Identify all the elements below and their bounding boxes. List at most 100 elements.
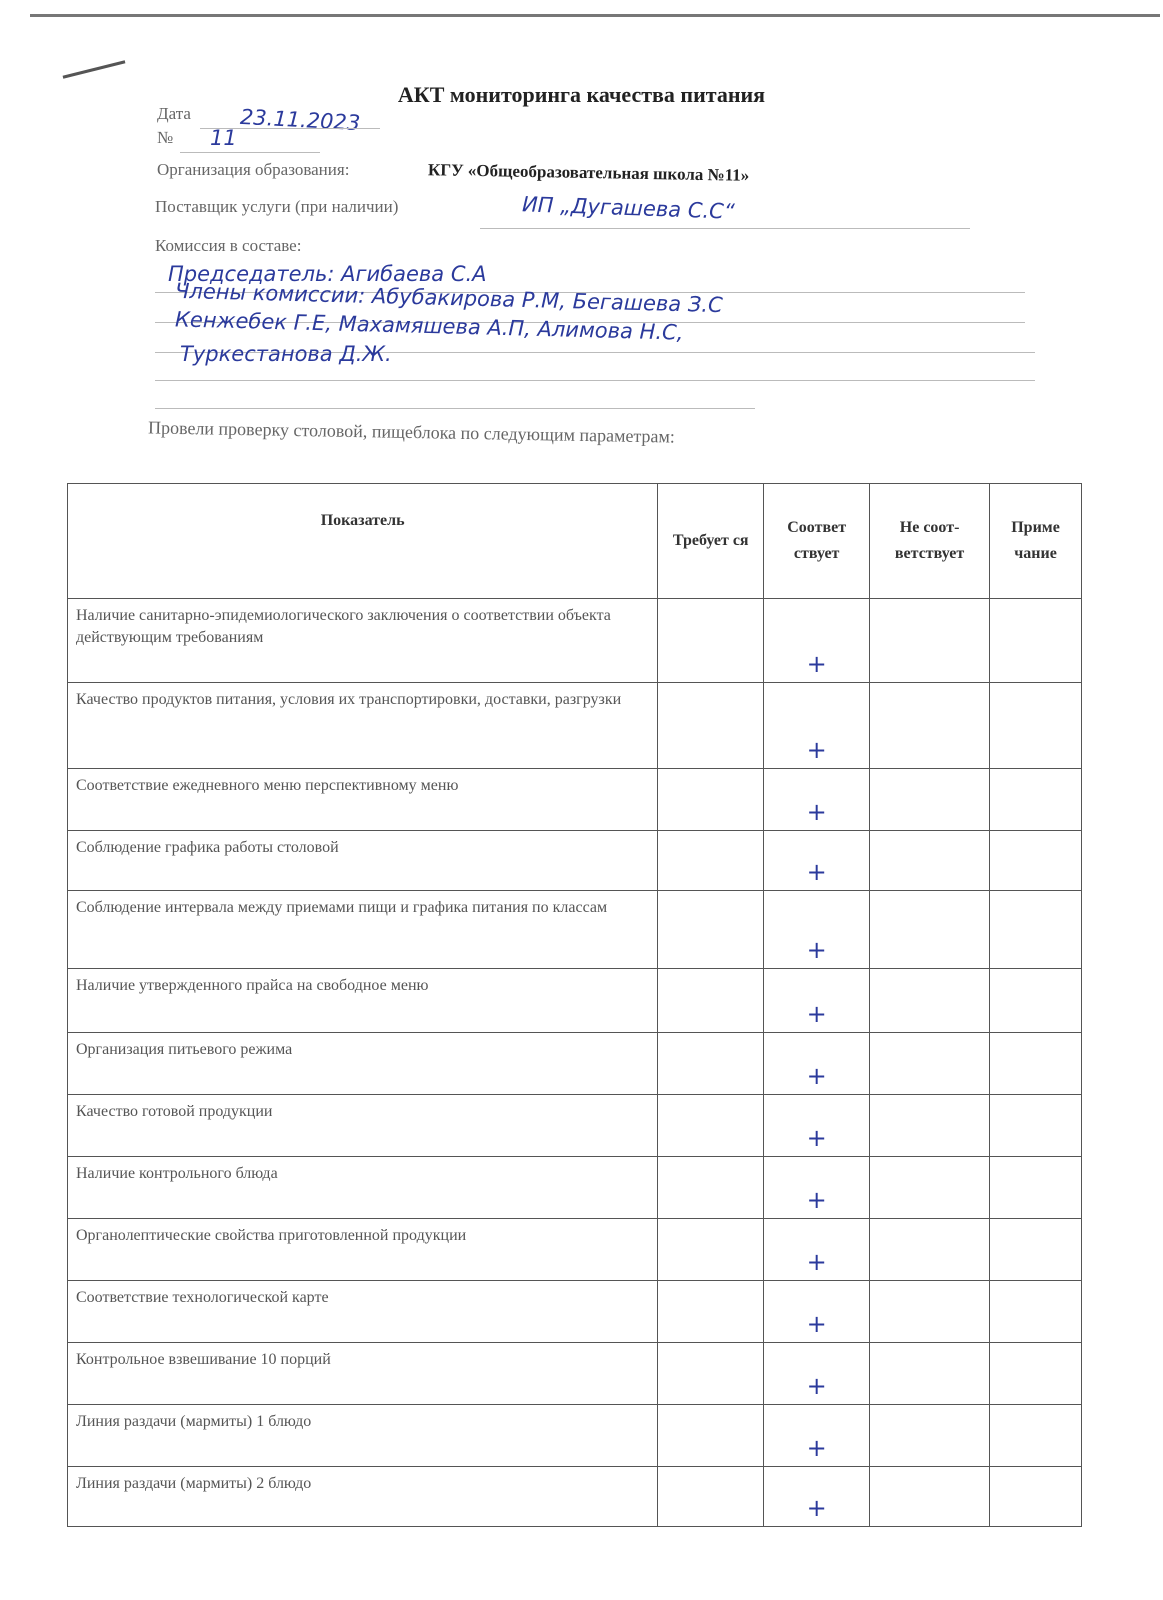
required-cell	[657, 830, 765, 891]
indicator-cell: Наличие санитарно-эпидемиологического за…	[66, 598, 659, 683]
table-row: Линия раздачи (мармиты) 1 блюдо +	[66, 1404, 1082, 1467]
not-complies-cell	[869, 1404, 991, 1467]
note-cell	[989, 682, 1082, 769]
table-row: Соблюдение интервала между приемами пищи…	[66, 890, 1082, 969]
note-cell	[989, 598, 1082, 683]
not-complies-cell	[869, 1280, 991, 1343]
supplier-value: ИП „Дугашева С.С“	[521, 192, 736, 224]
required-cell	[657, 1218, 765, 1281]
complies-cell: +	[763, 1280, 871, 1343]
complies-cell: +	[763, 890, 871, 969]
table-row: Соответствие ежедневного меню перспектив…	[66, 768, 1082, 831]
note-cell	[989, 1218, 1082, 1281]
note-cell	[989, 1466, 1082, 1527]
required-cell	[657, 1094, 765, 1157]
indicator-cell: Организация питьевого режима	[66, 1032, 659, 1095]
header-not-complies: Не соот- ветствует	[869, 483, 991, 599]
number-label: №	[157, 128, 174, 147]
header-complies: Соответ ствует	[763, 483, 871, 599]
not-complies-cell	[869, 1466, 991, 1527]
table-row: Соблюдение графика работы столовой +	[66, 830, 1082, 891]
table-row: Качество продуктов питания, условия их т…	[66, 682, 1082, 769]
not-complies-cell	[869, 682, 991, 769]
note-cell	[989, 1280, 1082, 1343]
note-cell	[989, 1156, 1082, 1219]
indicator-cell: Наличие утвержденного прайса на свободно…	[66, 968, 659, 1033]
complies-cell: +	[763, 1404, 871, 1467]
document-title: АКТ мониторинга качества питания	[397, 82, 766, 107]
date-label: Дата	[157, 104, 191, 123]
not-complies-cell	[869, 1156, 991, 1219]
note-cell	[989, 1032, 1082, 1095]
note-cell	[989, 768, 1082, 831]
complies-cell: +	[763, 598, 871, 683]
not-complies-cell	[869, 890, 991, 969]
supplier-label: Поставщик услуги (при наличии)	[155, 197, 399, 216]
table-row: Контрольное взвешивание 10 порций +	[66, 1342, 1082, 1405]
required-cell	[657, 768, 765, 831]
commission-line-4: Туркестанова Д.Ж.	[180, 342, 392, 366]
complies-cell: +	[763, 1094, 871, 1157]
required-cell	[657, 968, 765, 1033]
table-row: Наличие контрольного блюда +	[66, 1156, 1082, 1219]
table-row: Качество готовой продукции +	[66, 1094, 1082, 1157]
header-indicator: Показатель	[66, 483, 659, 599]
required-cell	[657, 1466, 765, 1527]
indicator-cell: Соблюдение интервала между приемами пищи…	[66, 890, 659, 969]
intro-text: Провели проверку столовой, пищеблока по …	[147, 417, 676, 447]
header-required: Требует ся	[657, 483, 765, 599]
indicator-cell: Соответствие технологической карте	[66, 1280, 659, 1343]
table-row: Наличие утвержденного прайса на свободно…	[66, 968, 1082, 1033]
complies-cell: +	[763, 682, 871, 769]
note-cell	[989, 1404, 1082, 1467]
complies-cell: +	[763, 768, 871, 831]
commission-label: Комиссия в составе:	[155, 236, 302, 255]
not-complies-cell	[869, 1342, 991, 1405]
table-header-row: Показатель Требует ся Соответ ствует Не …	[66, 483, 1082, 599]
required-cell	[657, 598, 765, 683]
page-edge	[30, 14, 1160, 17]
commission-line-1: Председатель: Агибаева С.А	[168, 262, 487, 286]
not-complies-cell	[869, 1218, 991, 1281]
indicator-cell: Соответствие ежедневного меню перспектив…	[66, 768, 659, 831]
table-row: Соответствие технологической карте +	[66, 1280, 1082, 1343]
table-row: Организация питьевого режима +	[66, 1032, 1082, 1095]
complies-cell: +	[763, 1466, 871, 1527]
pen-stroke	[62, 60, 126, 79]
indicator-cell: Соблюдение графика работы столовой	[66, 830, 659, 891]
complies-cell: +	[763, 830, 871, 891]
required-cell	[657, 890, 765, 969]
table-row: Органолептические свойства приготовленно…	[66, 1218, 1082, 1281]
indicator-cell: Качество готовой продукции	[66, 1094, 659, 1157]
date-value: 23.11.2023	[239, 104, 361, 136]
required-cell	[657, 1280, 765, 1343]
note-cell	[989, 1342, 1082, 1405]
indicator-cell: Органолептические свойства приготовленно…	[66, 1218, 659, 1281]
number-value: 11	[210, 126, 237, 150]
note-cell	[989, 890, 1082, 969]
note-cell	[989, 830, 1082, 891]
note-cell	[989, 1094, 1082, 1157]
indicator-cell: Линия раздачи (мармиты) 1 блюдо	[66, 1404, 659, 1467]
complies-cell: +	[763, 1156, 871, 1219]
indicator-cell: Наличие контрольного блюда	[66, 1156, 659, 1219]
required-cell	[657, 1342, 765, 1405]
not-complies-cell	[869, 598, 991, 683]
indicator-cell: Линия раздачи (мармиты) 2 блюдо	[66, 1466, 659, 1527]
header-note: Приме чание	[989, 483, 1082, 599]
required-cell	[657, 1156, 765, 1219]
required-cell	[657, 1404, 765, 1467]
required-cell	[657, 682, 765, 769]
not-complies-cell	[869, 830, 991, 891]
not-complies-cell	[869, 1032, 991, 1095]
complies-cell: +	[763, 1032, 871, 1095]
required-cell	[657, 1032, 765, 1095]
note-cell	[989, 968, 1082, 1033]
not-complies-cell	[869, 1094, 991, 1157]
indicator-cell: Качество продуктов питания, условия их т…	[66, 682, 659, 769]
complies-cell: +	[763, 968, 871, 1033]
not-complies-cell	[869, 768, 991, 831]
complies-cell: +	[763, 1342, 871, 1405]
organization-label: Организация образования:	[157, 160, 350, 179]
indicator-cell: Контрольное взвешивание 10 порций	[66, 1342, 659, 1405]
